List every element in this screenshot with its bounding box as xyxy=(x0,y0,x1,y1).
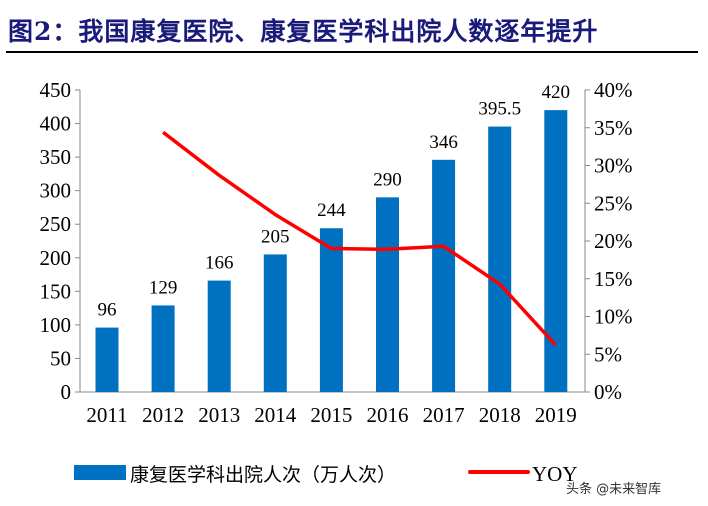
bar xyxy=(263,254,287,392)
x-tick-label: 2019 xyxy=(535,403,577,427)
bar xyxy=(95,327,119,392)
x-tick-label: 2016 xyxy=(367,403,409,427)
legend-swatch-bar xyxy=(74,465,126,480)
x-tick-label: 2013 xyxy=(198,403,240,427)
bar-data-label: 346 xyxy=(429,132,458,153)
right-tick-label: 15% xyxy=(594,267,633,291)
left-tick-label: 50 xyxy=(50,346,71,370)
legend-label-line: YOY xyxy=(532,462,578,486)
bar-data-label: 244 xyxy=(317,200,346,221)
left-tick-label: 200 xyxy=(40,246,72,270)
left-tick-label: 350 xyxy=(40,145,72,169)
right-tick-label: 10% xyxy=(594,305,633,329)
bar xyxy=(488,126,512,392)
right-tick-label: 0% xyxy=(594,380,622,404)
bar xyxy=(207,280,231,392)
bar xyxy=(151,305,175,392)
left-tick-label: 100 xyxy=(40,313,72,337)
right-tick-label: 5% xyxy=(594,342,622,366)
bar xyxy=(376,197,399,392)
bar-data-label: 290 xyxy=(373,169,402,190)
left-tick-label: 250 xyxy=(40,212,72,236)
right-tick-label: 20% xyxy=(594,229,633,253)
x-tick-label: 2015 xyxy=(310,403,352,427)
bar-data-label: 96 xyxy=(98,300,117,321)
right-tick-label: 25% xyxy=(594,191,633,215)
bar-data-label: 420 xyxy=(542,82,571,103)
yoy-line xyxy=(162,130,558,347)
x-tick-label: 2018 xyxy=(479,403,521,427)
legend-label-bar: 康复医学科出院人次（万人次） xyxy=(130,464,396,486)
left-tick-label: 450 xyxy=(40,78,72,102)
bar xyxy=(544,110,568,392)
bar xyxy=(432,159,456,392)
right-tick-label: 35% xyxy=(594,116,633,140)
left-tick-label: 300 xyxy=(40,179,72,203)
title-divider xyxy=(6,51,698,53)
bar-data-label: 166 xyxy=(205,253,234,274)
watermark: 头条 @未来智库 xyxy=(566,482,662,497)
left-tick-label: 400 xyxy=(40,112,72,136)
x-tick-label: 2011 xyxy=(86,403,127,427)
right-tick-label: 30% xyxy=(594,154,633,178)
left-tick-label: 0 xyxy=(61,380,72,404)
x-tick-label: 2012 xyxy=(142,403,184,427)
bar-data-label: 395.5 xyxy=(478,99,521,120)
chart-title: 图2：我国康复医院、康复医学科出院人数逐年提升 xyxy=(8,17,599,46)
x-tick-label: 2014 xyxy=(254,403,297,427)
bar xyxy=(319,228,343,392)
left-tick-label: 150 xyxy=(40,279,72,303)
bar-data-label: 129 xyxy=(149,277,178,298)
right-tick-label: 40% xyxy=(594,78,633,102)
bar-data-label: 205 xyxy=(261,226,290,247)
x-tick-label: 2017 xyxy=(423,403,465,427)
